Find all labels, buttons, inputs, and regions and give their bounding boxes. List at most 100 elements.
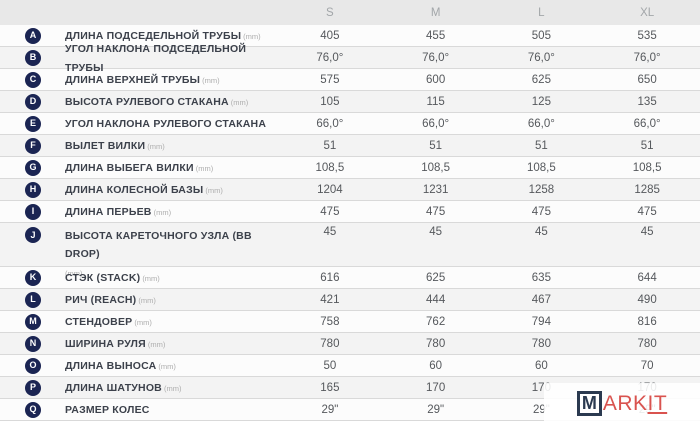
value-s: 165 [320,381,340,394]
value-s: 45 [323,226,337,238]
value-l: 76,0° [527,51,555,64]
value-l: 635 [531,271,551,284]
table-row: F ВЫЛЕТ ВИЛКИ (mm) 51 51 51 51 [0,135,700,157]
value-m: 170 [426,381,446,394]
row-letter-badge: N [25,335,41,352]
value-s: 575 [320,73,340,86]
badge-cell: E [0,115,65,132]
table-row: C ДЛИНА ВЕРХНЕЙ ТРУБЫ (mm) 575 600 625 65… [0,69,700,91]
value-m: 108,5 [421,161,451,174]
value-m: 1231 [422,183,449,196]
badge-cell: H [0,181,65,198]
value-m: 115 [426,95,445,108]
spec-label: УГОЛ НАКЛОНА ПОДСЕДЕЛЬНОЙ ТРУБЫ [65,43,247,74]
row-letter-badge: Q [25,401,41,418]
value-xl: 780 [637,337,657,350]
row-letter-badge: A [25,27,41,44]
label-cell: СТЕНДОВЕР (mm) [65,312,277,330]
size-header-l: L [538,6,545,19]
label-cell: УГОЛ НАКЛОНА ПОДСЕДЕЛЬНОЙ ТРУБЫ [65,39,277,76]
value-m: 625 [426,271,446,284]
value-xl: 644 [637,271,657,284]
badge-cell: G [0,159,65,176]
spec-label: СТЭК (STACK) [65,272,141,285]
spec-label: УГОЛ НАКЛОНА РУЛЕВОГО СТАКАНА [65,118,267,131]
watermark-text: ARKIT [603,393,667,414]
badge-cell: I [0,203,65,220]
value-m: 29" [427,403,445,416]
label-cell: ШИРИНА РУЛЯ (mm) [65,334,277,352]
row-letter-badge: O [25,357,41,374]
spec-unit: (mm) [243,32,261,42]
value-l: 625 [531,73,551,86]
value-m: 444 [426,293,446,306]
table-row: G ДЛИНА ВЫБЕГА ВИЛКИ (mm) 108,5 108,5 108… [0,157,700,179]
spec-unit: (mm) [65,268,83,278]
value-xl: 45 [640,226,654,238]
label-cell: ДЛИНА ВЫБЕГА ВИЛКИ (mm) [65,158,277,176]
value-l: 505 [531,29,551,42]
table-row: H ДЛИНА КОЛЕСНОЙ БАЗЫ (mm) 1204 1231 1258… [0,179,700,201]
label-cell: ДЛИНА ШАТУНОВ (mm) [65,378,277,396]
spec-unit: (mm) [142,274,160,284]
spec-label: ДЛИНА ВЫНОСА [65,360,157,373]
spec-label: ВЫЛЕТ ВИЛКИ [65,140,146,153]
value-s: 1204 [317,183,343,196]
spec-unit: (mm) [202,76,220,86]
row-letter-badge: P [25,379,41,396]
value-xl: 1285 [634,183,660,196]
spec-unit: (mm) [163,384,182,394]
value-s: 421 [320,293,340,306]
table-row: K СТЭК (STACK) (mm) 616 625 635 644 [0,267,700,289]
value-s: 758 [320,315,340,328]
value-m: 600 [426,73,446,86]
row-letter-badge: F [25,137,41,154]
watermark-m-logo: M [576,390,602,416]
spec-unit: (mm) [147,142,165,152]
value-l: 60 [534,359,548,372]
spec-label: РИЧ (REACH) [65,294,137,307]
spec-unit: (mm) [230,98,249,108]
row-letter-badge: I [25,203,41,220]
value-xl: 475 [637,205,657,218]
badge-cell: C [0,71,65,88]
value-s: 105 [320,95,340,108]
spec-label: ВЫСОТА КАРЕТОЧНОГО УЗЛА (BB DROP) [65,230,252,261]
spec-unit: (mm) [147,340,166,350]
label-cell: УГОЛ НАКЛОНА РУЛЕВОГО СТАКАНА [65,114,277,132]
row-letter-badge: G [25,159,41,176]
size-header-row: S M L XL [0,0,700,25]
badge-cell: P [0,379,65,396]
value-s: 780 [320,337,340,350]
value-xl: 76,0° [633,51,661,64]
value-m: 60 [429,359,443,372]
spec-label: ДЛИНА ВЕРХНЕЙ ТРУБЫ [65,74,201,87]
spec-label: ДЛИНА КОЛЕСНОЙ БАЗЫ [65,184,204,197]
value-m: 762 [426,315,446,328]
badge-cell: L [0,291,65,308]
row-letter-badge: L [25,291,41,308]
label-cell: ВЫСОТА РУЛЕВОГО СТАКАНА (mm) [65,92,277,110]
label-cell: ДЛИНА ПОДСЕДЕЛЬНОЙ ТРУБЫ (mm) [65,26,277,44]
badge-cell: B [0,49,65,66]
spec-label: ДЛИНА ШАТУНОВ [65,382,162,395]
watermark-text-plain: ARK [602,391,648,415]
label-cell: ДЛИНА КОЛЕСНОЙ БАЗЫ (mm) [65,180,277,198]
value-s: 50 [323,359,337,372]
badge-cell: A [0,27,65,44]
row-letter-badge: D [25,93,41,110]
badge-cell: O [0,357,65,374]
value-xl: 535 [637,29,657,42]
badge-cell: J [0,226,65,243]
value-l: 108,5 [526,161,556,174]
spec-label: ВЫСОТА РУЛЕВОГО СТАКАНА [65,96,229,109]
table-row: I ДЛИНА ПЕРЬЕВ (mm) 475 475 475 475 [0,201,700,223]
row-letter-badge: J [25,227,41,243]
value-l: 475 [531,205,551,218]
badge-cell: N [0,335,65,352]
size-header-s: S [326,6,334,19]
row-letter-badge: E [25,115,41,132]
markit-watermark: M ARKIT [544,383,700,423]
table-row: B УГОЛ НАКЛОНА ПОДСЕДЕЛЬНОЙ ТРУБЫ 76,0° … [0,43,700,74]
